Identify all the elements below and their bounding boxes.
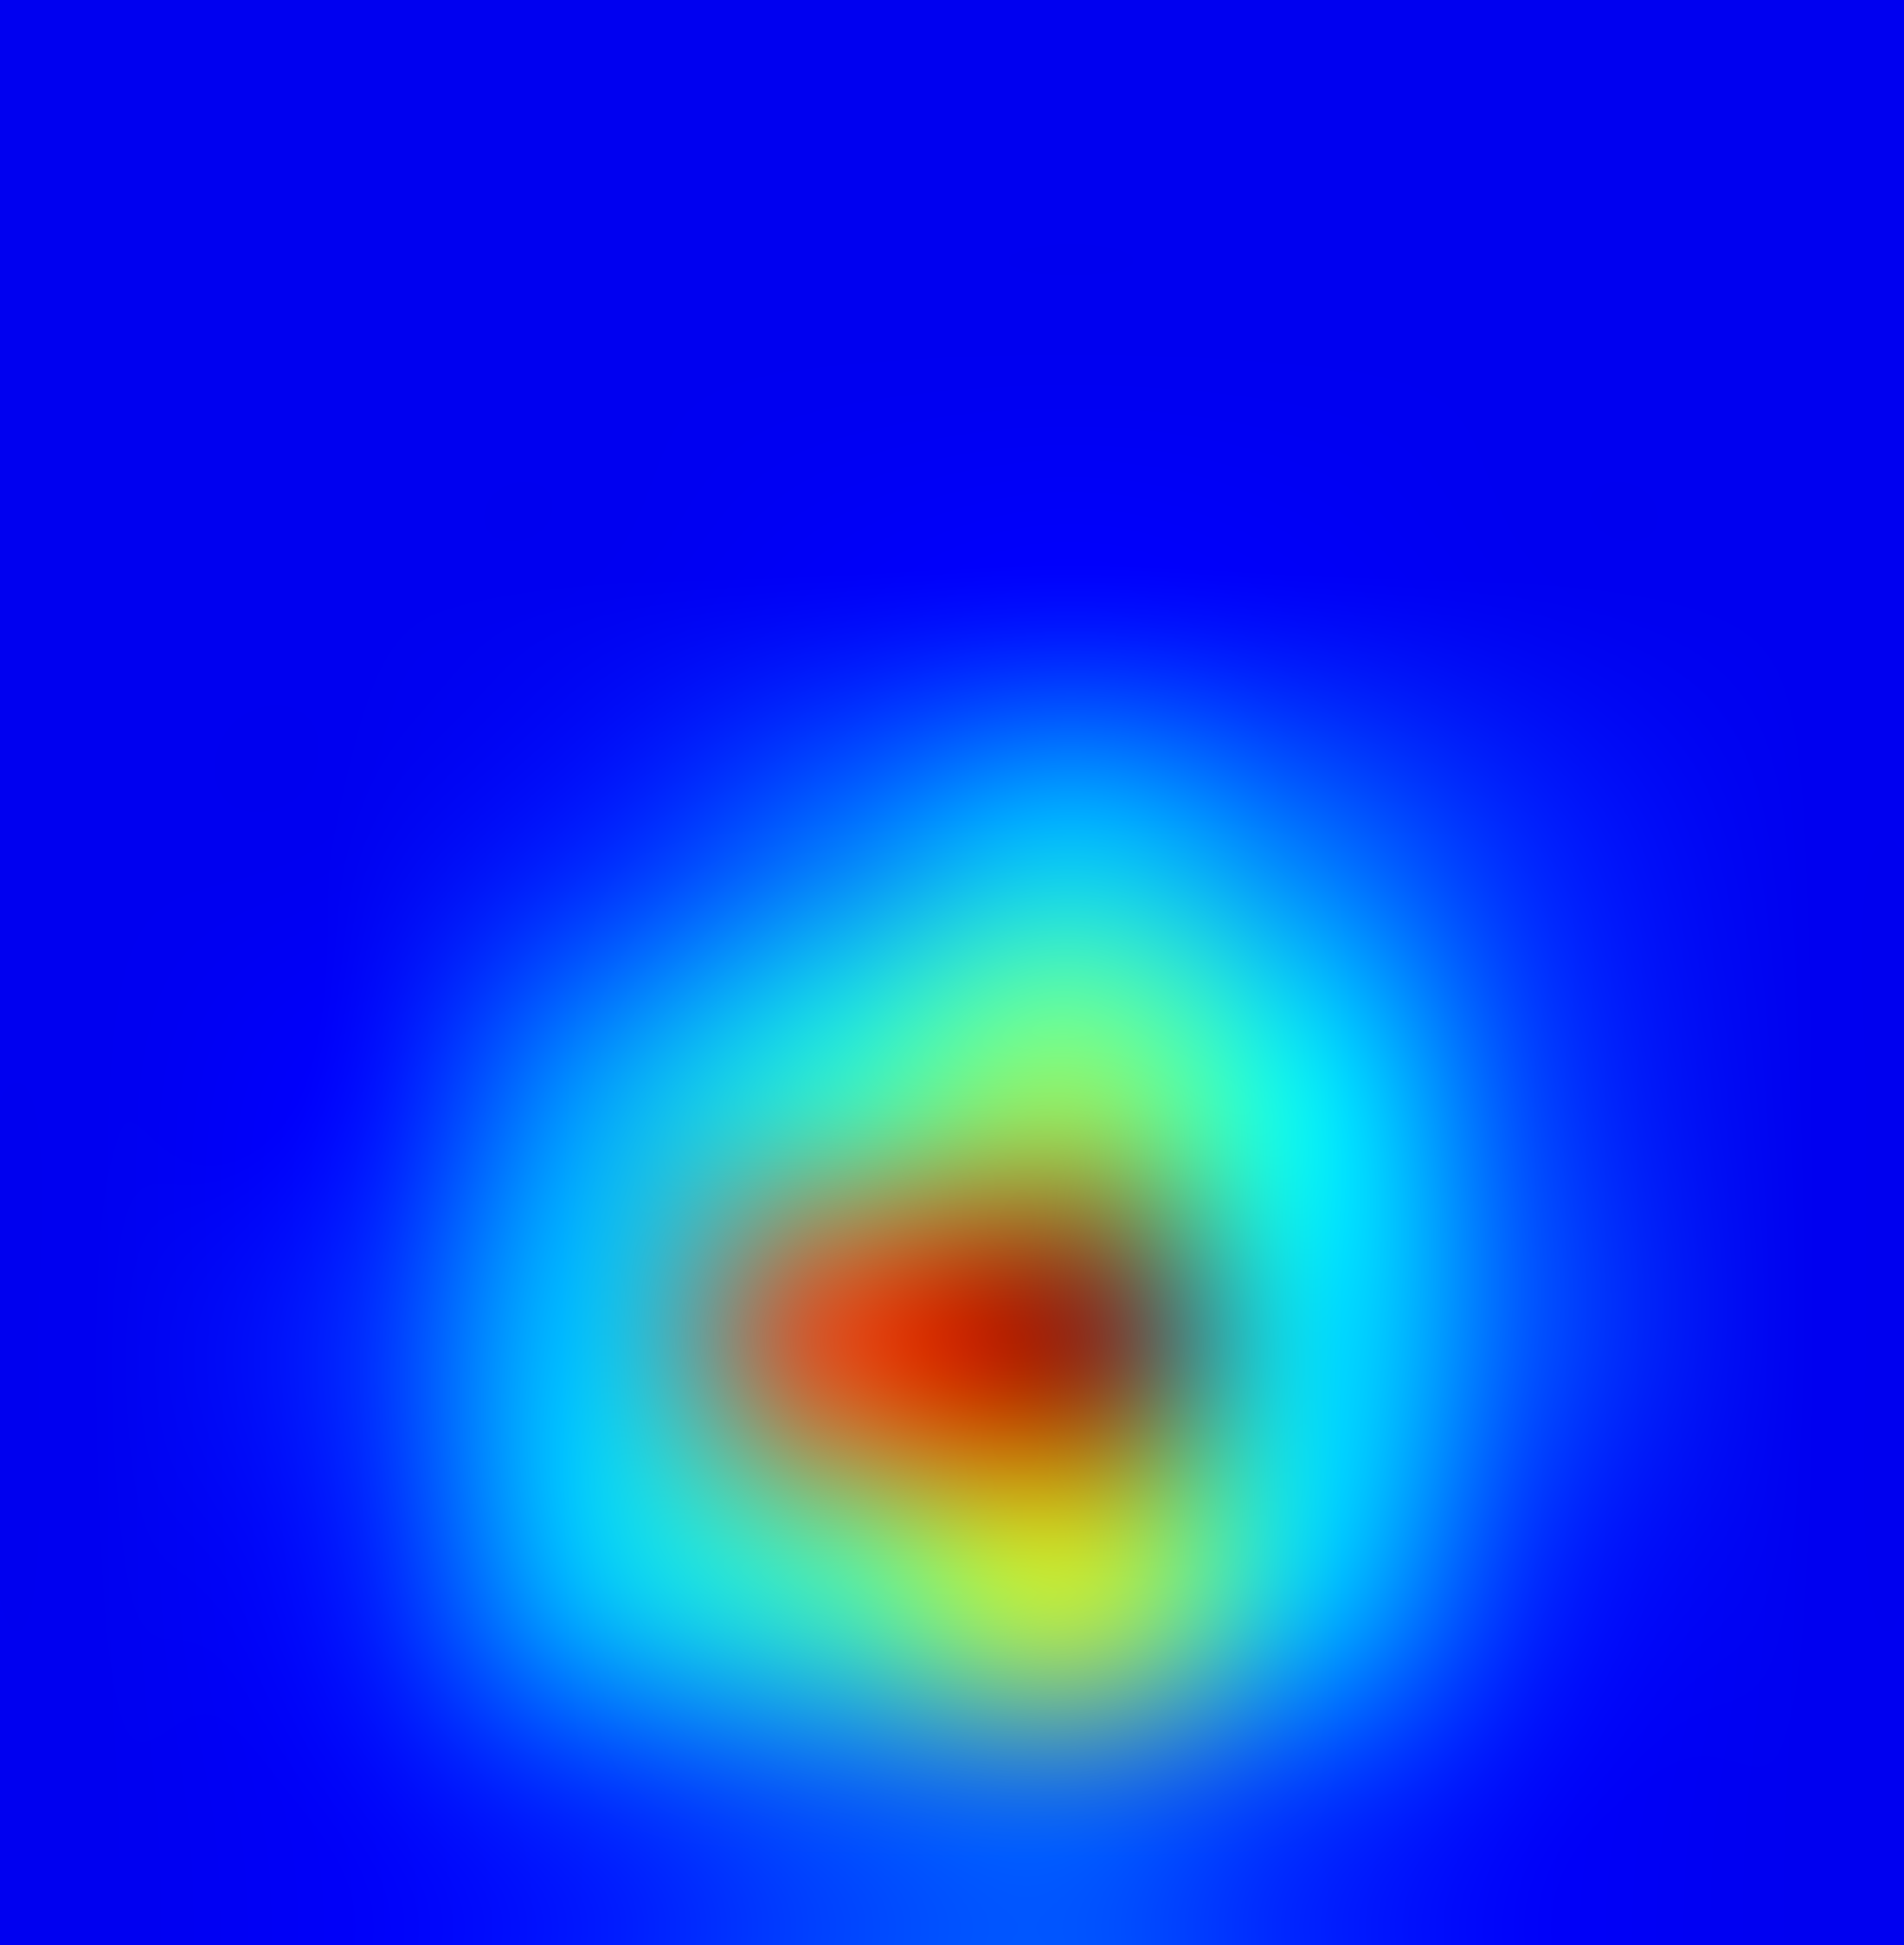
heatmap-canvas: [0, 0, 1904, 1945]
